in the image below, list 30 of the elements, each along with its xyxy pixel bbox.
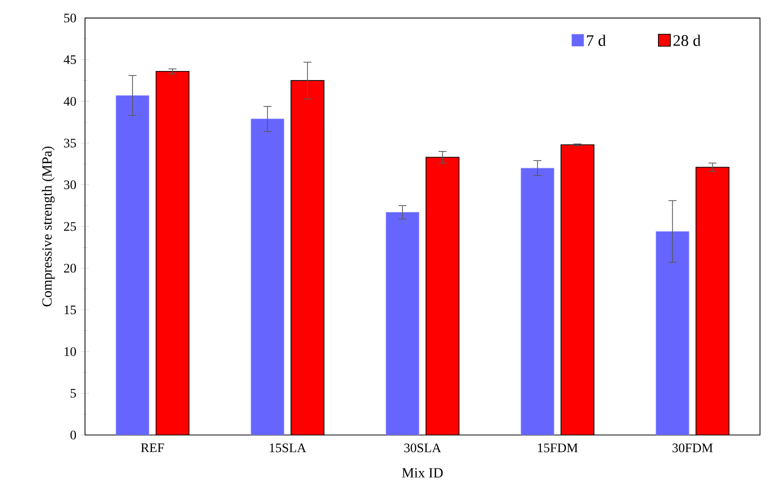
bar [656,231,690,435]
bar [386,212,420,435]
y-tick-label: 45 [64,55,76,64]
bar [116,95,150,435]
y-tick-label: 5 [70,388,76,398]
y-tick-label: 50 [64,14,76,22]
y-tick-label: 15 [64,306,76,314]
x-tick-label: 15SLA [270,444,306,452]
bar [290,80,324,435]
bar [156,70,190,435]
bar [426,156,460,435]
bar [696,166,730,435]
x-tick-label: REF [140,444,164,452]
bar [520,168,554,435]
y-tick-label: 35 [64,138,76,148]
legend-label: 28 d [674,34,701,46]
bar [560,144,594,435]
y-tick-label: 20 [64,264,76,273]
y-tick-label: 10 [64,347,76,356]
bar [250,118,284,435]
x-tick-label: 30SLA [404,444,442,452]
legend-label: 7 d [587,34,606,46]
y-tick-label: 25 [64,222,76,231]
x-tick-label: 15FDM [538,444,578,452]
y-tick-label: 40 [64,97,76,106]
y-axis-title: Compressive strength (MPa) [42,146,55,306]
x-tick-label: 30FDM [672,444,713,452]
y-tick-label: 30 [64,180,76,190]
x-axis-title: Mix ID [402,468,443,478]
y-tick-label: 0 [70,430,76,440]
